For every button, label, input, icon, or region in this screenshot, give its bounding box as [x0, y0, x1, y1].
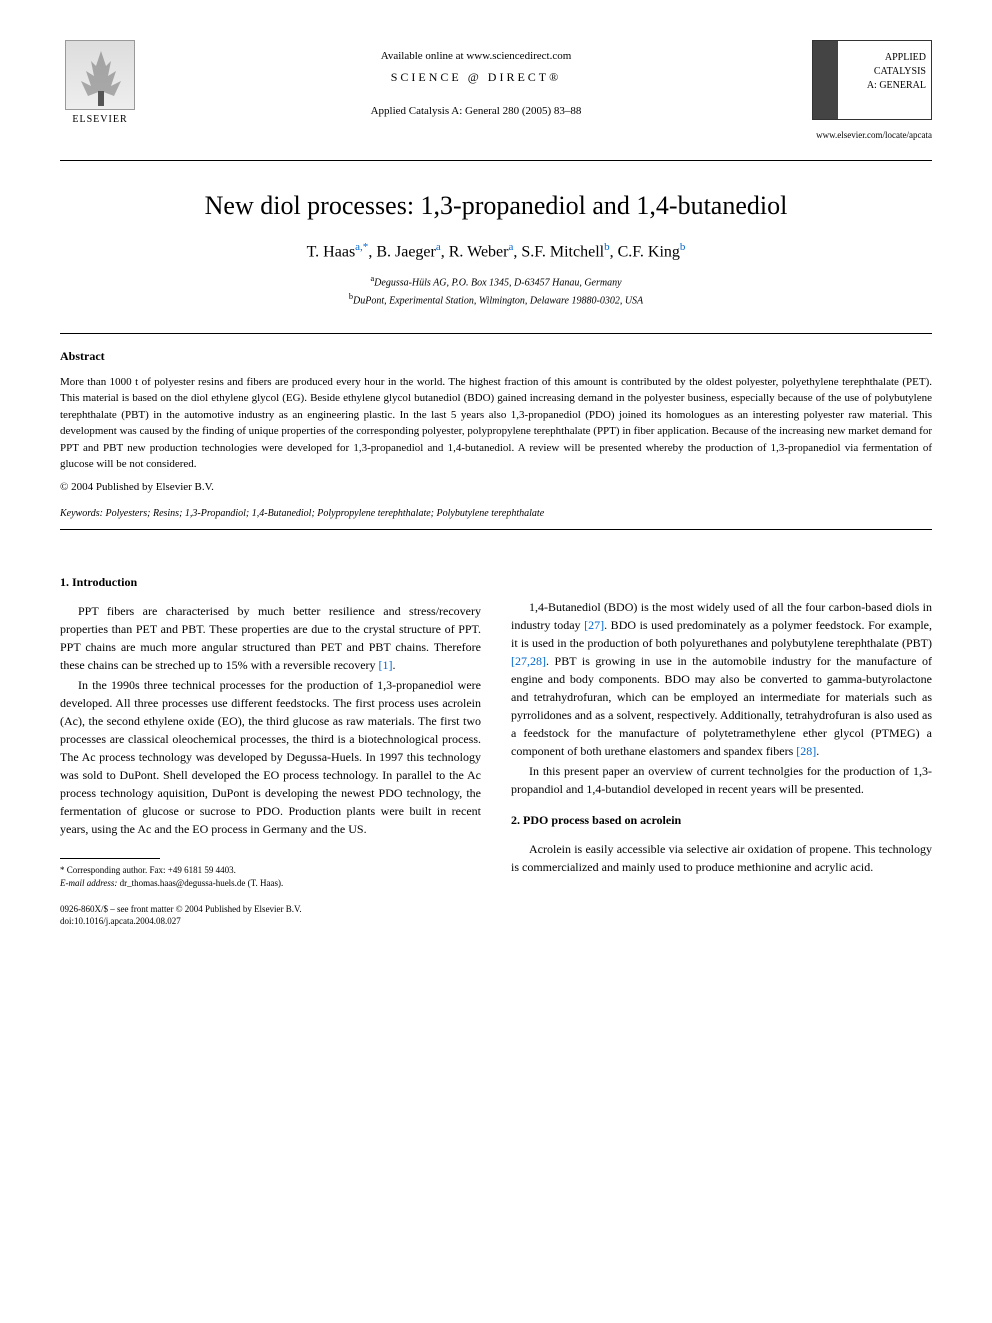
- col2-p1-end: .: [816, 744, 819, 758]
- author-2-affil[interactable]: a: [436, 241, 441, 253]
- col2-paragraph-2: In this present paper an overview of cur…: [511, 762, 932, 798]
- author-3: R. Weber: [449, 243, 509, 260]
- email-address[interactable]: dr_thomas.haas@degussa-huels.de (T. Haas…: [117, 878, 283, 888]
- right-column: 1,4-Butanediol (BDO) is the most widely …: [511, 560, 932, 926]
- corresponding-author: * Corresponding author. Fax: +49 6181 59…: [60, 864, 481, 877]
- author-2: B. Jaeger: [376, 243, 436, 260]
- journal-logo-text: APPLIED CATALYSIS A: GENERAL: [867, 51, 926, 93]
- ref-link-27-28[interactable]: [27,28]: [511, 654, 546, 668]
- article-title: New diol processes: 1,3-propanediol and …: [60, 191, 932, 221]
- email-line: E-mail address: dr_thomas.haas@degussa-h…: [60, 877, 481, 890]
- header-divider: [60, 160, 932, 161]
- copyright-line: © 2004 Published by Elsevier B.V.: [60, 481, 932, 493]
- journal-name-3: A: GENERAL: [867, 80, 926, 91]
- publisher-name: ELSEVIER: [72, 114, 127, 125]
- two-column-content: 1. Introduction PPT fibers are character…: [60, 560, 932, 926]
- header-center: Available online at www.sciencedirect.co…: [160, 40, 792, 117]
- email-label: E-mail address:: [60, 878, 117, 888]
- journal-name-2: CATALYSIS: [874, 66, 926, 77]
- affiliation-b: DuPont, Experimental Station, Wilmington…: [353, 295, 643, 306]
- ref-link-1[interactable]: [1]: [379, 658, 393, 672]
- section-2-heading: 2. PDO process based on acrolein: [511, 813, 932, 828]
- journal-logo-spine: [813, 41, 838, 119]
- journal-logo-block: APPLIED CATALYSIS A: GENERAL www.elsevie…: [792, 40, 932, 140]
- ref-link-28[interactable]: [28]: [796, 744, 816, 758]
- intro-p1-end: .: [393, 658, 396, 672]
- journal-reference: Applied Catalysis A: General 280 (2005) …: [160, 105, 792, 117]
- issn-line: 0926-860X/$ – see front matter © 2004 Pu…: [60, 904, 481, 914]
- author-5-affil[interactable]: b: [680, 241, 686, 253]
- author-4-affil[interactable]: b: [604, 241, 610, 253]
- ref-link-27[interactable]: [27]: [584, 618, 604, 632]
- available-online-text: Available online at www.sciencedirect.co…: [160, 50, 792, 62]
- section-1-heading: 1. Introduction: [60, 575, 481, 590]
- abstract-top-divider: [60, 333, 932, 334]
- col2-paragraph-1: 1,4-Butanediol (BDO) is the most widely …: [511, 598, 932, 760]
- affiliation-a: Degussa-Hüls AG, P.O. Box 1345, D-63457 …: [374, 278, 621, 289]
- keywords-line: Keywords: Polyesters; Resins; 1,3-Propan…: [60, 508, 932, 519]
- left-column: 1. Introduction PPT fibers are character…: [60, 560, 481, 926]
- elsevier-logo: ELSEVIER: [60, 40, 140, 130]
- journal-url[interactable]: www.elsevier.com/locate/apcata: [792, 130, 932, 140]
- journal-name-1: APPLIED: [885, 52, 926, 63]
- keywords-label: Keywords:: [60, 508, 103, 519]
- journal-logo: APPLIED CATALYSIS A: GENERAL: [812, 40, 932, 120]
- authors-line: T. Haasa,*, B. Jaegera, R. Webera, S.F. …: [60, 241, 932, 261]
- author-3-affil[interactable]: a: [508, 241, 513, 253]
- footnote-divider: [60, 858, 160, 859]
- doi-line: doi:10.1016/j.apcata.2004.08.027: [60, 916, 481, 926]
- keywords-text: Polyesters; Resins; 1,3-Propandiol; 1,4-…: [103, 508, 544, 519]
- author-1-affil[interactable]: a,*: [355, 241, 368, 253]
- abstract-text: More than 1000 t of polyester resins and…: [60, 374, 932, 473]
- intro-paragraph-1: PPT fibers are characterised by much bet…: [60, 602, 481, 674]
- affiliations: aDegussa-Hüls AG, P.O. Box 1345, D-63457…: [60, 273, 932, 308]
- intro-p1-text: PPT fibers are characterised by much bet…: [60, 604, 481, 672]
- page-header: ELSEVIER Available online at www.science…: [60, 40, 932, 140]
- intro-paragraph-2: In the 1990s three technical processes f…: [60, 676, 481, 838]
- abstract-heading: Abstract: [60, 349, 932, 364]
- sec2-paragraph-1: Acrolein is easily accessible via select…: [511, 840, 932, 876]
- publisher-logo-block: ELSEVIER: [60, 40, 160, 130]
- author-1: T. Haas: [307, 243, 356, 260]
- author-5: C.F. King: [618, 243, 680, 260]
- abstract-bottom-divider: [60, 529, 932, 530]
- science-direct-logo: SCIENCE @ DIRECT®: [160, 70, 792, 85]
- elsevier-tree-icon: [65, 40, 135, 110]
- col2-p1-mid2: . PBT is growing in use in the automobil…: [511, 654, 932, 758]
- author-4: S.F. Mitchell: [521, 243, 604, 260]
